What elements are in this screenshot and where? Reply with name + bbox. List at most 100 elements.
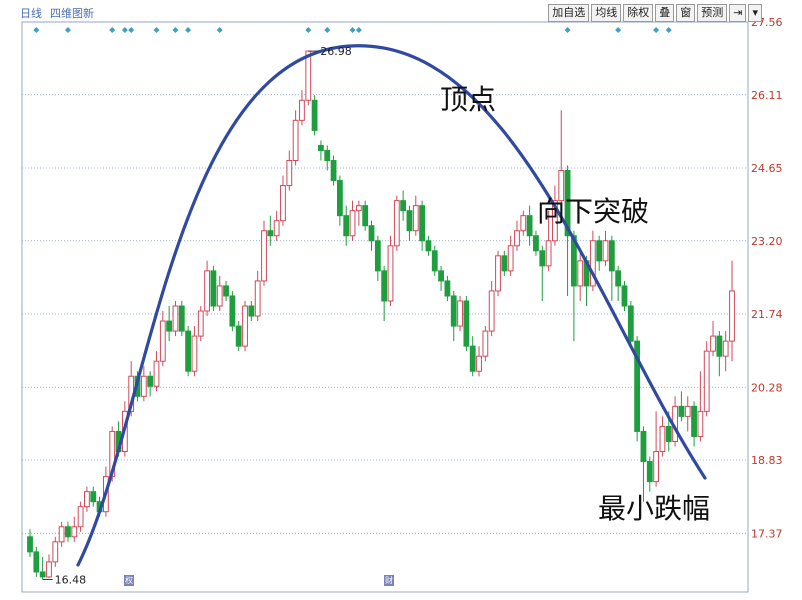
- dropdown-icon[interactable]: ▾: [748, 4, 762, 22]
- finance-marker[interactable]: 财: [384, 575, 394, 586]
- candle-body: [678, 405, 685, 417]
- candle-body: [52, 541, 59, 563]
- candle-body: [336, 180, 343, 217]
- candle-body: [438, 270, 444, 282]
- candle-body: [406, 210, 413, 232]
- candle-body: [235, 325, 242, 347]
- min-drop-annotation: 最小跌幅: [598, 492, 711, 525]
- candle-body: [84, 491, 90, 508]
- candle-body: [684, 405, 691, 417]
- ex-rights-button[interactable]: 除权: [623, 4, 654, 22]
- candle-body: [514, 230, 520, 247]
- diamond-marker-icon: [216, 27, 223, 33]
- candle-body: [140, 375, 147, 397]
- candle-body: [457, 300, 463, 327]
- period-label[interactable]: 日线: [20, 7, 42, 20]
- candle-body: [311, 99, 318, 131]
- candle-body: [412, 205, 419, 232]
- diamond-marker-icon: [564, 27, 571, 33]
- candle-body: [589, 240, 596, 287]
- candle-body: [539, 250, 546, 267]
- candle-body: [204, 270, 210, 312]
- candle-body: [729, 290, 735, 342]
- candle-body: [710, 335, 716, 352]
- trend-arc-line: [76, 44, 707, 567]
- candle-body: [223, 285, 229, 297]
- candle-body: [615, 270, 622, 287]
- candle-body: [495, 255, 501, 292]
- diamond-marker-icon: [128, 27, 135, 33]
- candle-body: [419, 205, 426, 242]
- candle-body: [229, 295, 236, 327]
- candle-body: [634, 340, 641, 432]
- diamond-marker-icon: [665, 27, 672, 33]
- low-price-label: 16.48: [55, 573, 87, 586]
- candle-body: [577, 260, 584, 287]
- candle-body: [153, 360, 160, 387]
- chart-toolbar: 加自选 均线 除权 叠 窗 预测 ⇥ ▾: [548, 4, 762, 22]
- diamond-marker-icon: [615, 27, 622, 33]
- candle-body: [697, 410, 704, 437]
- diamond-marker-icon: [305, 27, 312, 33]
- candle-body: [368, 225, 375, 242]
- candle-body: [58, 526, 65, 543]
- candle-body: [488, 290, 495, 332]
- candle-body: [621, 285, 628, 307]
- candle-body: [197, 310, 204, 337]
- candle-body: [381, 270, 388, 302]
- breakdown-annotation: 向下突破: [537, 195, 650, 228]
- candle-body: [653, 451, 660, 483]
- candle-body: [501, 255, 508, 272]
- candle-body: [33, 551, 40, 573]
- candle-body: [39, 571, 46, 578]
- candle-body: [355, 205, 362, 212]
- y-tick-label: 23.20: [751, 235, 783, 248]
- top-diamond-markers: [33, 27, 672, 33]
- candle-body: [292, 119, 299, 161]
- y-tick-label: 20.28: [751, 381, 783, 394]
- diamond-marker-icon: [185, 27, 192, 33]
- y-tick-label: 21.74: [751, 308, 783, 321]
- candle-body: [596, 240, 603, 262]
- candle-body: [558, 170, 565, 202]
- candle-body: [178, 305, 185, 332]
- chart-header: 日线 四维图新: [20, 4, 94, 22]
- candle-body: [77, 506, 84, 528]
- candle-body: [463, 300, 470, 347]
- moving-average-button[interactable]: 均线: [591, 4, 622, 22]
- candle-body: [280, 185, 286, 222]
- candle-body: [627, 305, 634, 342]
- candle-body: [318, 144, 324, 151]
- candle-body: [286, 159, 293, 187]
- candle-body: [703, 350, 710, 412]
- add-watchlist-button[interactable]: 加自选: [548, 4, 590, 22]
- high-price-label: 26.98: [320, 45, 352, 58]
- ex-rights-marker[interactable]: 权: [124, 575, 134, 586]
- candle-body: [533, 235, 539, 252]
- window-button[interactable]: 窗: [676, 4, 696, 22]
- candle-body: [248, 305, 255, 317]
- overlay-button[interactable]: 叠: [655, 4, 675, 22]
- candle-body: [185, 330, 192, 372]
- diamond-marker-icon: [349, 27, 356, 33]
- price-extreme-labels: 26.98 16.48: [42, 45, 352, 586]
- diamond-marker-icon: [324, 27, 331, 33]
- candle-body: [159, 320, 166, 362]
- candle-body: [425, 240, 432, 252]
- forecast-button[interactable]: 预测: [697, 4, 728, 22]
- candle-body: [450, 295, 457, 327]
- candle-body: [330, 159, 337, 182]
- candle-body: [608, 240, 615, 272]
- candle-body: [646, 461, 653, 483]
- candle-body: [526, 215, 533, 237]
- candle-body: [469, 345, 476, 372]
- candle-body: [254, 280, 261, 317]
- candle-body: [602, 240, 609, 262]
- stock-mode-label[interactable]: 四维图新: [50, 7, 94, 20]
- candle-body: [242, 305, 248, 347]
- candle-body: [640, 430, 647, 463]
- expand-icon[interactable]: ⇥: [729, 4, 747, 22]
- diamond-marker-icon: [33, 27, 40, 33]
- candle-body: [46, 561, 52, 578]
